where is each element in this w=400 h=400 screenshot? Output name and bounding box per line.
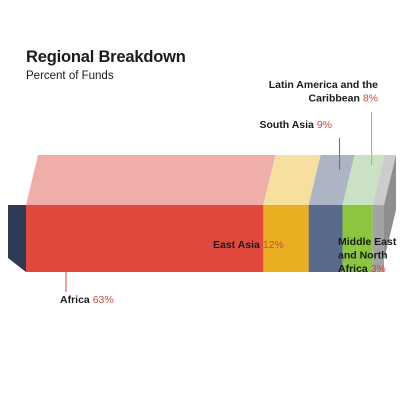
data-label-africa: Africa 63%: [60, 294, 114, 306]
chart-title: Regional Breakdown: [26, 48, 186, 66]
data-label-east-asia: East Asia 12%: [213, 239, 284, 251]
bar-right-cap: [384, 155, 396, 260]
bar-top-east-asia: [263, 155, 321, 205]
bar-segment-middle-east-and-north-africa: [372, 205, 384, 272]
bar-top-latin-america-and-the-caribbean: [342, 155, 385, 205]
bar-top-south-asia: [308, 155, 355, 205]
bar-segment-africa: [26, 205, 264, 272]
data-label-latin-america-and-the-caribbean: Latin America and the Caribbean 8%: [269, 79, 378, 105]
data-label-middle-east-and-north-africa: Middle East and North Africa 3%: [338, 236, 397, 275]
bar-top-middle-east-and-north-africa: [372, 155, 396, 205]
bar-top-africa: [26, 155, 276, 205]
data-label-south-asia: South Asia 9%: [259, 119, 332, 131]
chart-subtitle: Percent of Funds: [26, 70, 114, 82]
bar-segment-south-asia: [308, 205, 343, 272]
bar-segment-east-asia: [263, 205, 309, 272]
bar-segment-latin-america-and-the-caribbean: [342, 205, 373, 272]
bar-group: [8, 155, 396, 272]
bar-left-cap: [8, 205, 26, 272]
